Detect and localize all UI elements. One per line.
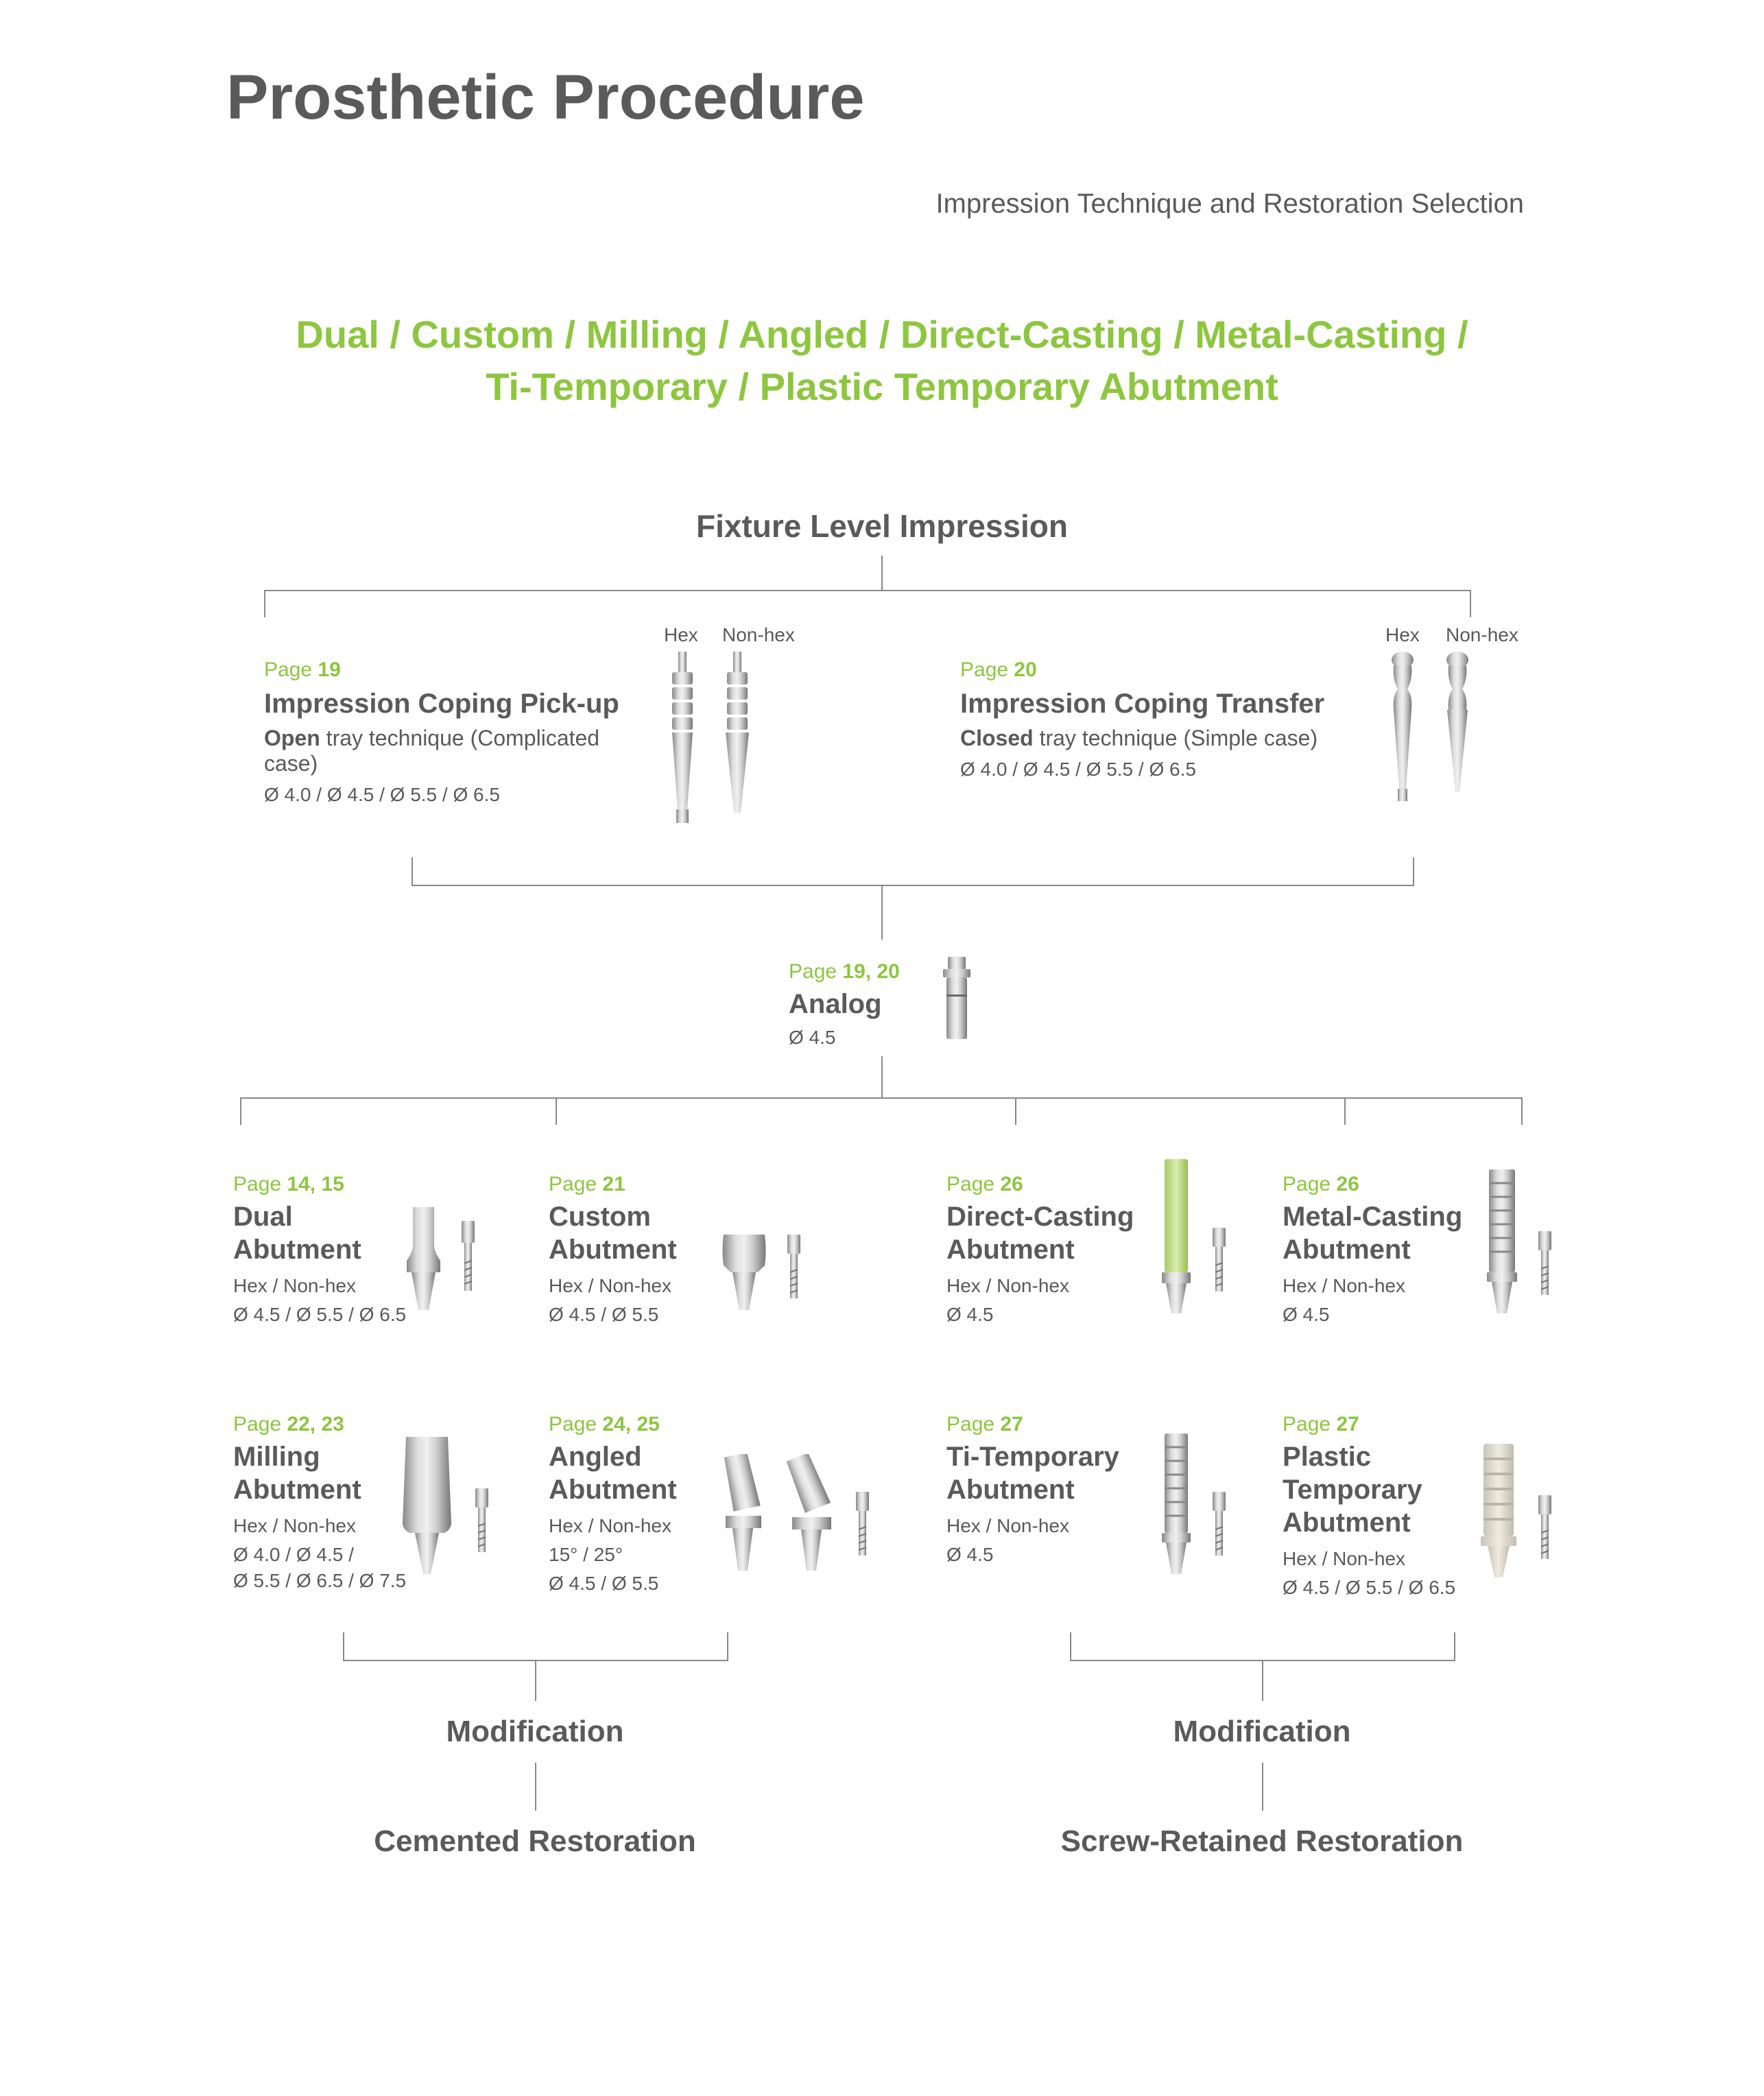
cemented-label: Cemented Restoration: [370, 1824, 700, 1859]
titemp-block: Page 27 Ti-TemporaryAbutment Hex / Non-h…: [946, 1413, 1152, 1568]
connector: [1521, 1097, 1523, 1125]
screw-icon: [782, 1235, 806, 1320]
connector: [264, 590, 1471, 591]
transfer-icons: [1379, 652, 1481, 809]
connector: [412, 885, 1414, 886]
screw-icon: [1207, 1159, 1231, 1320]
custom-block: Page 21 CustomAbutment Hex / Non-hex Ø 4…: [549, 1173, 727, 1328]
connector: [264, 590, 265, 617]
connector: [1015, 1097, 1016, 1125]
connector: [1454, 1632, 1455, 1660]
screw-label: Screw-Retained Restoration: [1056, 1824, 1468, 1859]
transfer-block: Page 20 Impression Coping Transfer Close…: [960, 658, 1344, 783]
connector: [881, 885, 883, 940]
plastic-icon: [1471, 1444, 1557, 1581]
screw-icon: [1533, 1169, 1557, 1320]
direct-icon: [1152, 1159, 1231, 1320]
hex-label: Hex: [1385, 624, 1420, 646]
analog-icon: [933, 957, 981, 1046]
angled-block: Page 24, 25 AngledAbutment Hex / Non-hex…: [549, 1413, 727, 1596]
connector: [881, 556, 883, 590]
metal-block: Page 26 Metal-CastingAbutment Hex / Non-…: [1283, 1173, 1488, 1328]
connector: [1262, 1660, 1263, 1701]
connector: [240, 1097, 1523, 1099]
connector: [240, 1097, 241, 1125]
screw-icon: [456, 1207, 480, 1320]
nonhex-label: Non-hex: [722, 624, 795, 646]
connector: [1344, 1097, 1346, 1125]
plastic-block: Page 27 PlasticTemporaryAbutment Hex / N…: [1283, 1413, 1488, 1601]
transfer-hex-icon: [1379, 652, 1427, 809]
connector: [1470, 590, 1471, 617]
transfer-nonhex-icon: [1433, 652, 1481, 809]
screw-icon: [850, 1454, 874, 1581]
pickup-nonhex-icon: [713, 652, 761, 830]
subtitle: Impression Technique and Restoration Sel…: [935, 189, 1524, 219]
connector: [535, 1763, 536, 1811]
connector: [1262, 1763, 1263, 1811]
custom-icon: [713, 1235, 806, 1320]
titemp-icon: [1152, 1433, 1231, 1581]
screw-icon: [1533, 1444, 1557, 1581]
connector: [1413, 857, 1414, 885]
pickup-block: Page 19 Impression Coping Pick-up Open t…: [264, 658, 648, 808]
connector: [881, 1056, 883, 1097]
direct-block: Page 26 Direct-CastingAbutment Hex / Non…: [946, 1173, 1152, 1328]
green-heading: Dual / Custom / Milling / Angled / Direc…: [0, 309, 1764, 412]
hex-label: Hex: [664, 624, 698, 646]
milling-icon: [391, 1437, 494, 1581]
connector: [556, 1097, 557, 1125]
dual-icon: [398, 1207, 480, 1320]
fixture-level-heading: Fixture Level Impression: [0, 508, 1764, 545]
page-title: Prosthetic Procedure: [226, 62, 865, 134]
pickup-icons: [658, 652, 761, 830]
connector: [1070, 1632, 1071, 1660]
connector: [343, 1632, 344, 1660]
modification-right: Modification: [1166, 1715, 1358, 1749]
angled-icon: [713, 1454, 874, 1581]
nonhex-label: Non-hex: [1446, 624, 1518, 646]
connector: [412, 857, 413, 885]
connector: [535, 1660, 536, 1701]
screw-icon: [470, 1437, 494, 1581]
dual-block: Page 14, 15 DualAbutment Hex / Non-hex Ø…: [233, 1173, 412, 1328]
screw-icon: [1207, 1433, 1231, 1581]
connector: [727, 1632, 728, 1660]
analog-block: Page 19, 20 Analog Ø 4.5: [789, 960, 926, 1051]
pickup-hex-icon: [658, 652, 706, 830]
modification-left: Modification: [439, 1715, 631, 1749]
metal-icon: [1478, 1169, 1557, 1320]
